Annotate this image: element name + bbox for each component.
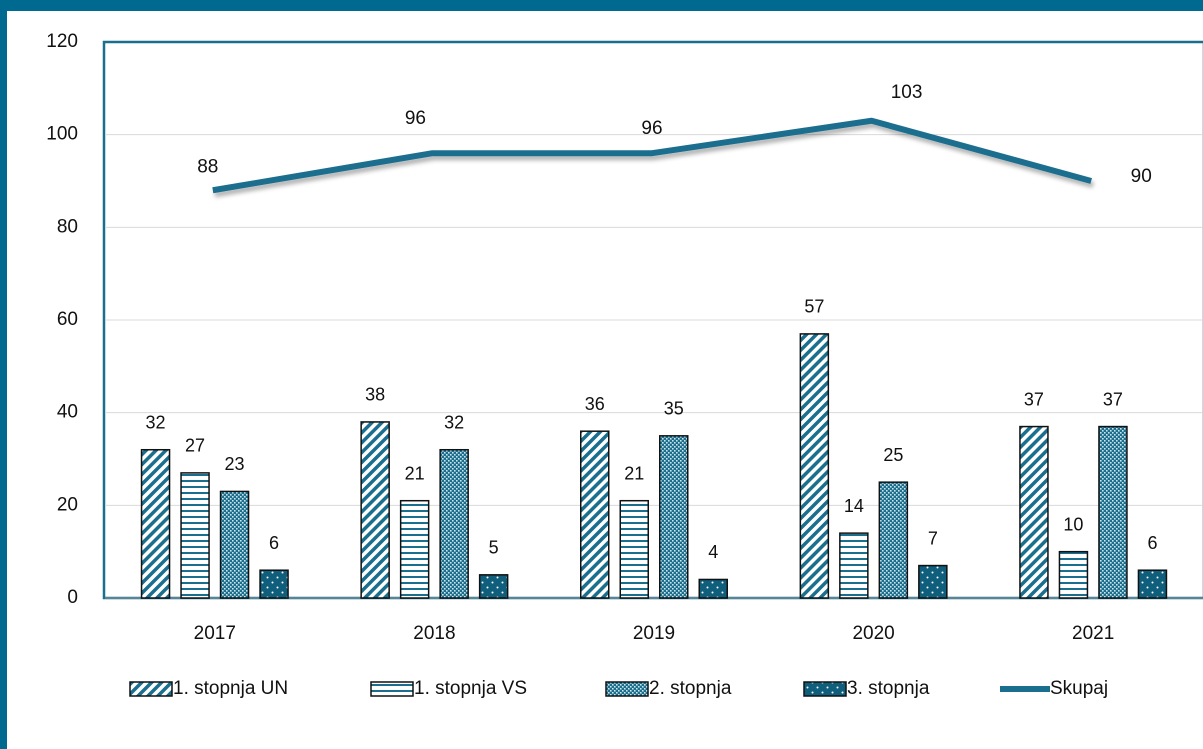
legend-swatch: [803, 681, 847, 697]
x-tick-label: 2020: [852, 623, 894, 644]
bar: [219, 490, 250, 599]
data-label: 21: [405, 463, 425, 483]
data-label: 4: [708, 542, 718, 562]
legend-swatch: [129, 681, 173, 697]
y-tick-label: 60: [57, 309, 78, 330]
bar: [839, 532, 869, 599]
y-tick-label: 0: [67, 587, 78, 608]
legend-label: Skupaj: [1050, 678, 1108, 699]
y-tick-label: 40: [57, 402, 78, 423]
y-tick-label: 80: [57, 216, 78, 237]
line-series: [212, 117, 1092, 194]
line-label: 96: [641, 118, 662, 139]
bar: [478, 574, 509, 599]
y-tick-label: 20: [57, 494, 78, 515]
bar: [878, 481, 909, 599]
bar: [698, 578, 728, 599]
data-label: 6: [269, 533, 279, 553]
bar: [580, 430, 610, 599]
frame-left: [0, 0, 7, 749]
legend-label: 1. stopnja VS: [414, 678, 527, 699]
data-label: 21: [624, 463, 644, 483]
data-label: 7: [928, 528, 938, 548]
bar: [1137, 569, 1168, 599]
bar: [799, 333, 830, 599]
bar: [619, 499, 649, 599]
bar: [1058, 550, 1089, 599]
x-tick-label: 2021: [1072, 623, 1114, 644]
line-label: 103: [891, 82, 923, 103]
data-label: 14: [844, 496, 864, 516]
bar: [399, 499, 430, 599]
legend-swatch: [605, 681, 649, 697]
bar: [1098, 425, 1128, 599]
bar: [360, 421, 390, 599]
data-label: 57: [804, 297, 824, 317]
bar: [918, 564, 948, 599]
data-label: 37: [1103, 389, 1123, 409]
legend-label: 2. stopnja: [649, 678, 732, 699]
data-label: 25: [883, 445, 903, 465]
data-label: 38: [365, 385, 385, 405]
bar: [140, 448, 171, 599]
legend-swatch: [370, 681, 414, 697]
line-label: 88: [197, 156, 218, 177]
data-label: 23: [225, 454, 245, 474]
bar: [180, 472, 210, 599]
data-label: 32: [444, 412, 464, 432]
legend-label: 1. stopnja UN: [173, 678, 288, 699]
data-label: 35: [664, 399, 684, 419]
data-label: 10: [1063, 514, 1083, 534]
data-label: 36: [585, 394, 605, 414]
bar: [1019, 425, 1049, 599]
data-label: 37: [1024, 389, 1044, 409]
line-label: 96: [405, 108, 426, 129]
y-tick-label: 100: [46, 124, 78, 145]
x-tick-label: 2018: [413, 623, 455, 644]
bar: [439, 448, 469, 599]
y-tick-label: 120: [46, 31, 78, 52]
bar: [659, 435, 689, 599]
data-label: 6: [1147, 533, 1157, 553]
data-label: 32: [146, 412, 166, 432]
data-label: 27: [185, 436, 205, 456]
bar: [259, 569, 289, 599]
x-tick-label: 2019: [633, 623, 675, 644]
x-tick-label: 2017: [194, 623, 236, 644]
frame-top: [0, 0, 1203, 11]
line-label: 90: [1131, 166, 1152, 187]
data-label: 5: [489, 538, 499, 558]
legend-label: 3. stopnja: [847, 678, 930, 699]
